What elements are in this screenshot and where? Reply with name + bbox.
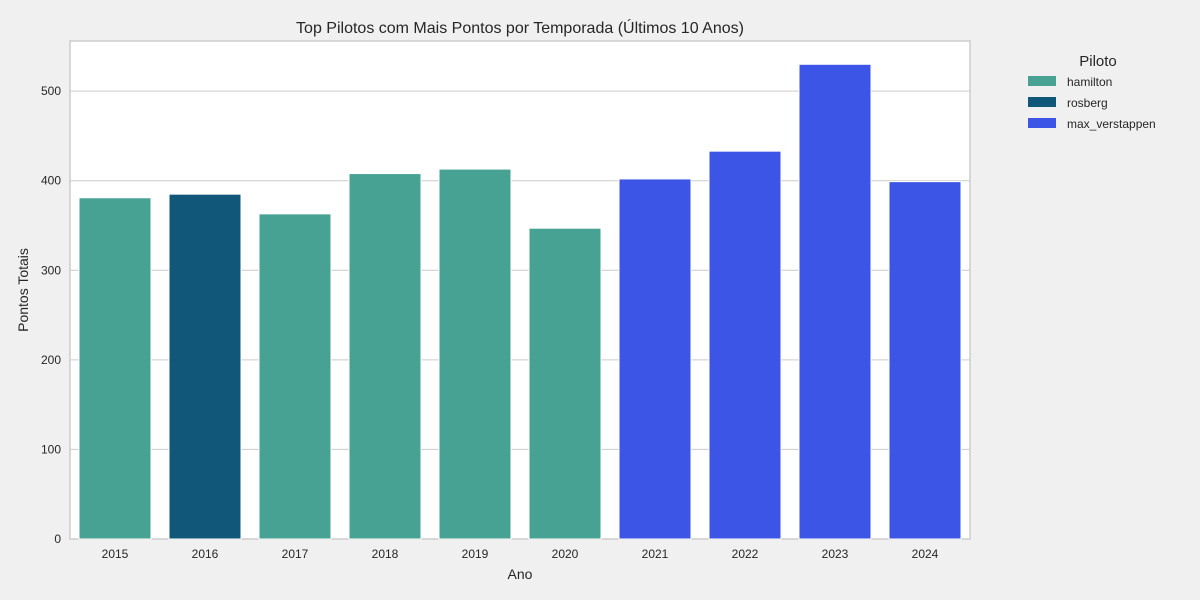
y-tick-label: 300 bbox=[41, 263, 61, 277]
x-tick-label: 2024 bbox=[912, 547, 939, 561]
y-tick-label: 100 bbox=[41, 442, 61, 456]
legend-label: rosberg bbox=[1067, 96, 1108, 110]
bar-2020 bbox=[528, 227, 602, 540]
x-tick-label: 2015 bbox=[102, 547, 129, 561]
x-tick-label: 2016 bbox=[192, 547, 219, 561]
legend-swatch bbox=[1028, 76, 1056, 86]
x-tick-label: 2019 bbox=[462, 547, 489, 561]
y-tick-label: 400 bbox=[41, 174, 61, 188]
legend-swatch bbox=[1028, 118, 1056, 128]
bar-2022 bbox=[708, 150, 782, 540]
y-tick-label: 200 bbox=[41, 353, 61, 367]
bar-2019 bbox=[438, 168, 512, 540]
legend-swatch bbox=[1028, 97, 1056, 107]
x-tick-label: 2017 bbox=[282, 547, 309, 561]
legend-label: hamilton bbox=[1067, 75, 1112, 89]
y-axis-label: Pontos Totais bbox=[15, 248, 31, 332]
bar-2016 bbox=[168, 193, 242, 540]
bars bbox=[78, 63, 962, 540]
x-axis-label: Ano bbox=[508, 566, 533, 582]
x-tick-label: 2021 bbox=[642, 547, 669, 561]
x-tick-label: 2022 bbox=[732, 547, 759, 561]
bar-2018 bbox=[348, 173, 422, 540]
y-tick-label: 500 bbox=[41, 84, 61, 98]
chart-title: Top Pilotos com Mais Pontos por Temporad… bbox=[296, 18, 744, 37]
bar-2024 bbox=[888, 181, 962, 540]
legend-title: Piloto bbox=[1079, 53, 1117, 70]
bar-2023 bbox=[798, 63, 872, 540]
x-tick-label: 2018 bbox=[372, 547, 399, 561]
bar-2017 bbox=[258, 213, 332, 540]
bar-2015 bbox=[78, 197, 152, 540]
x-tick-labels: 2015 2016 2017 2018 2019 2020 2021 2022 2023 2024 bbox=[102, 547, 939, 561]
y-tick-labels: 0 100 200 300 400 500 bbox=[41, 84, 61, 546]
legend-label: max_verstappen bbox=[1067, 117, 1156, 131]
x-tick-label: 2023 bbox=[822, 547, 849, 561]
bar-2021 bbox=[618, 178, 692, 540]
y-tick-label: 0 bbox=[54, 532, 61, 546]
x-tick-label: 2020 bbox=[552, 547, 579, 561]
legend: Piloto hamilton rosberg max_verstappen bbox=[1028, 53, 1156, 131]
